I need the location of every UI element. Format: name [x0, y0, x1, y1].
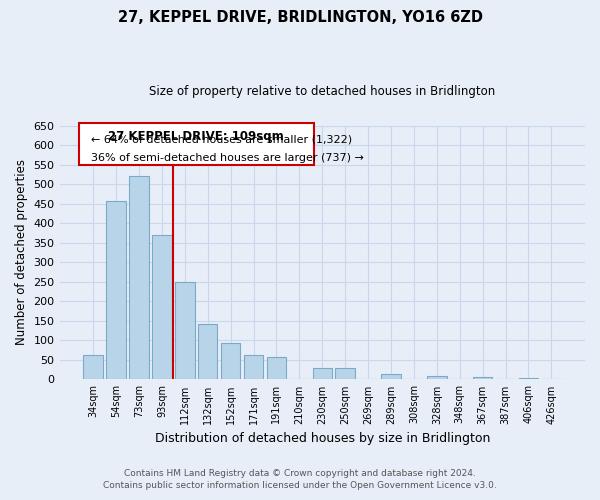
Text: ← 64% of detached houses are smaller (1,322): ← 64% of detached houses are smaller (1,… [91, 134, 352, 144]
Text: Contains public sector information licensed under the Open Government Licence v3: Contains public sector information licen… [103, 481, 497, 490]
Bar [129, 176, 149, 380]
Text: Contains HM Land Registry data © Crown copyright and database right 2024.: Contains HM Land Registry data © Crown c… [124, 468, 476, 477]
Bar [335, 368, 355, 380]
Bar [152, 236, 172, 380]
Y-axis label: Number of detached properties: Number of detached properties [15, 160, 28, 346]
Bar [267, 357, 286, 380]
Bar [198, 324, 217, 380]
X-axis label: Distribution of detached houses by size in Bridlington: Distribution of detached houses by size … [155, 432, 490, 445]
Bar [83, 355, 103, 380]
Title: Size of property relative to detached houses in Bridlington: Size of property relative to detached ho… [149, 85, 496, 98]
Text: 27, KEPPEL DRIVE, BRIDLINGTON, YO16 6ZD: 27, KEPPEL DRIVE, BRIDLINGTON, YO16 6ZD [118, 10, 482, 25]
Bar [244, 355, 263, 380]
Bar [221, 343, 241, 380]
Bar [427, 376, 446, 380]
Bar [381, 374, 401, 380]
Text: 36% of semi-detached houses are larger (737) →: 36% of semi-detached houses are larger (… [91, 152, 364, 162]
Bar [106, 201, 126, 380]
Bar [313, 368, 332, 380]
Bar [519, 378, 538, 380]
Text: 27 KEPPEL DRIVE: 109sqm: 27 KEPPEL DRIVE: 109sqm [109, 130, 284, 142]
Bar [473, 378, 493, 380]
Bar [175, 282, 194, 380]
